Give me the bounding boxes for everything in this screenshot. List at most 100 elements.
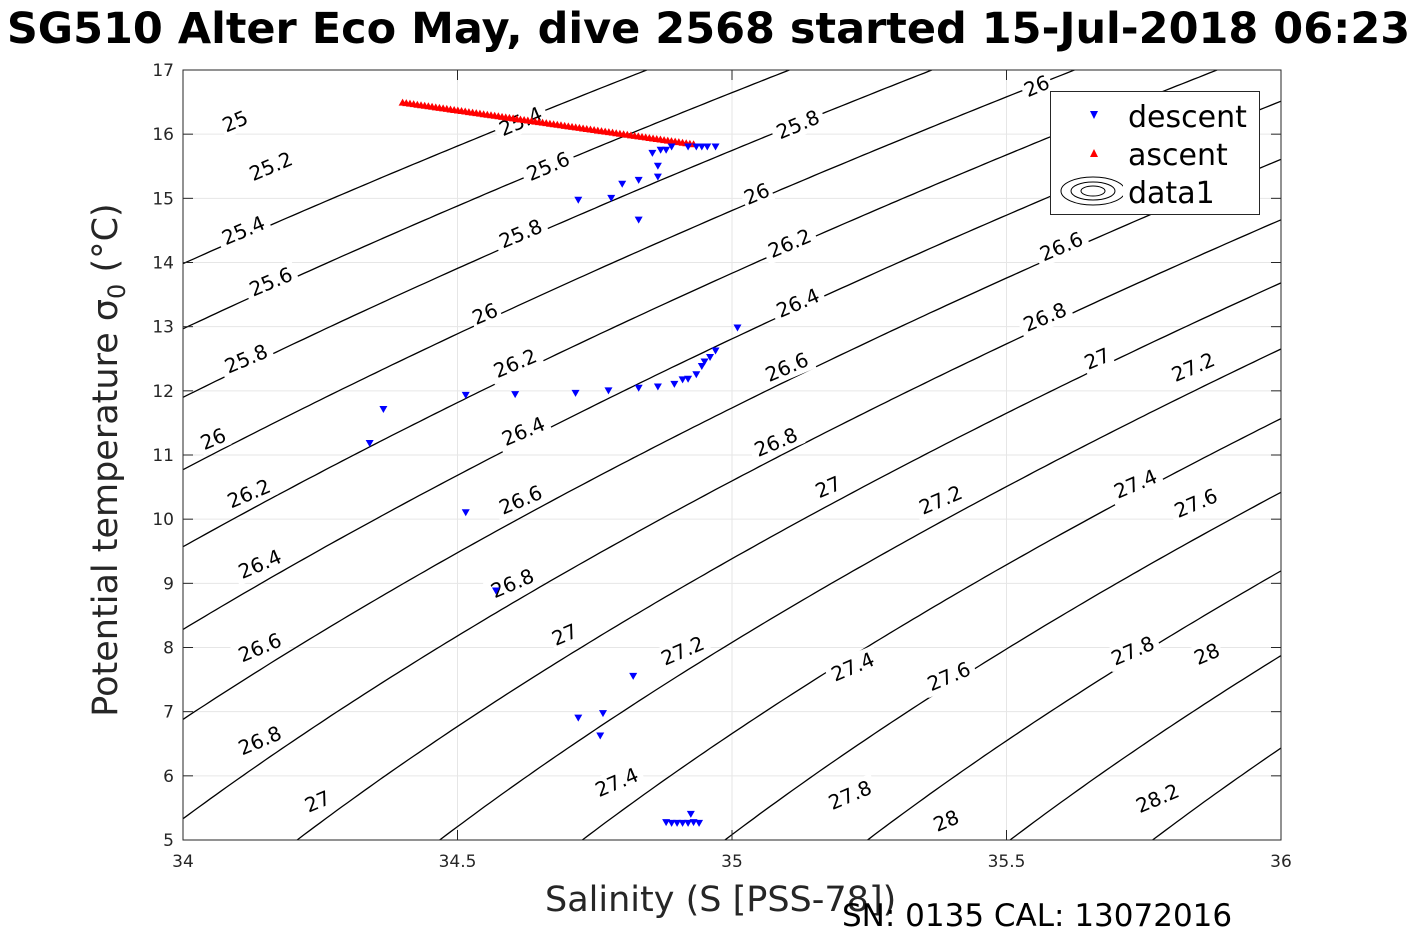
legend-item-descent: descent — [1051, 96, 1259, 135]
calibration-footer: SN: 0135 CAL: 13072016 — [842, 898, 1233, 934]
y-tick-label: 6 — [163, 767, 174, 787]
descent-point — [461, 391, 470, 399]
descent-point — [673, 819, 682, 827]
descent-point — [662, 146, 671, 154]
contour-label-bg — [546, 617, 584, 652]
data-points — [365, 98, 742, 827]
contour-label-bg — [482, 561, 542, 605]
isopycnal-line — [581, 418, 1281, 840]
contour-label-bg — [911, 478, 971, 522]
descent-point — [692, 143, 701, 151]
y-tick-label: 9 — [163, 574, 174, 594]
contour-label-bg — [1105, 462, 1166, 506]
contour-label: 25 — [216, 104, 254, 139]
contour-label-bg — [760, 221, 820, 265]
descent-point — [604, 387, 613, 395]
legend-item-ascent: ascent — [1051, 134, 1259, 173]
y-tick-label: 7 — [163, 703, 174, 723]
descent-point — [574, 196, 583, 204]
contour-label-bg — [1166, 481, 1226, 525]
descent-point — [634, 384, 643, 392]
descent-point — [711, 143, 720, 151]
descent-point — [662, 819, 671, 827]
descent-point — [656, 146, 665, 154]
legend: descent ascent data1 — [1050, 91, 1260, 215]
contour-label-bg — [216, 337, 276, 381]
axes: 34 34.5 35 35.5 36 5 6 7 8 9 10 11 12 13 14 15 16 17 — [152, 61, 1291, 872]
y-tick-label: 17 — [152, 61, 174, 81]
contour-label-bg — [1031, 224, 1091, 269]
ascent-marker-icon — [1090, 149, 1098, 157]
contour-label-bg — [1188, 637, 1226, 671]
contour-label-bg — [1103, 629, 1163, 673]
contour-label-bg — [216, 104, 254, 139]
descent-point — [697, 143, 706, 151]
contour-label-bg — [491, 478, 551, 522]
descent-point — [607, 194, 616, 202]
descent-point — [596, 732, 605, 740]
descent-point — [711, 347, 720, 355]
x-tick-label: 35 — [721, 852, 743, 872]
descent-point — [689, 819, 698, 827]
descent-point — [678, 376, 687, 384]
y-axis-label: Potential temperature σ0 (°C) — [86, 203, 131, 717]
contour-label-bg — [230, 718, 290, 763]
contour-label-bg — [1018, 69, 1056, 103]
contour-label-bg — [230, 542, 290, 586]
isopycnal-line — [183, 70, 792, 330]
contour-label-bg — [466, 296, 504, 331]
descent-point — [686, 810, 695, 818]
descent-point — [653, 173, 662, 181]
contour-label-bg — [213, 208, 273, 253]
y-tick-label: 14 — [152, 254, 174, 274]
contour-label-bg — [299, 784, 337, 819]
contour-label-bg — [768, 102, 828, 147]
contour-label: 26 — [466, 296, 504, 331]
contour-label-bg — [230, 625, 290, 670]
isopycnal-line — [183, 158, 1281, 720]
contour-label-bg — [587, 760, 647, 804]
descent-point — [634, 176, 643, 184]
descent-point — [571, 389, 580, 397]
contour-label-bg — [491, 212, 551, 256]
descent-point — [706, 353, 715, 361]
contour-label-bg — [485, 341, 545, 385]
descent-point — [365, 439, 374, 447]
descent-point — [670, 380, 679, 388]
contour-label-bg — [219, 471, 279, 516]
y-tick-label: 11 — [152, 446, 174, 466]
descent-point — [684, 819, 693, 827]
chart-title: SG510 Alter Eco May, dive 2568 started 1… — [6, 4, 1411, 54]
y-tick-label: 10 — [152, 510, 174, 530]
x-axis-label: Salinity (S [PSS-78]) — [545, 880, 897, 920]
contour-label-bg — [809, 470, 847, 504]
x-tick-label: 35.5 — [988, 852, 1026, 872]
descent-point — [574, 714, 583, 722]
x-tick-label: 34 — [172, 852, 194, 872]
x-tick-label: 34.5 — [439, 852, 477, 872]
descent-point — [667, 143, 676, 151]
descent-point — [684, 143, 693, 151]
contour-label-bg — [1127, 776, 1188, 820]
descent-point — [653, 383, 662, 391]
contour-label-bg — [823, 645, 883, 689]
density-contours — [183, 70, 1281, 840]
contour-label-bg — [820, 773, 880, 817]
contour-ellipse-icon — [1060, 176, 1123, 206]
contour-label-bg — [1015, 295, 1075, 339]
descent-point — [379, 405, 388, 413]
y-tick-label: 12 — [152, 382, 174, 402]
contour-label-bg — [518, 144, 578, 188]
descent-point — [598, 710, 607, 718]
legend-label-ascent: ascent — [1128, 138, 1228, 173]
descent-point — [461, 509, 470, 517]
legend-label-descent: descent — [1128, 100, 1247, 135]
contour-label-bg — [653, 629, 713, 673]
contour-label-bg — [1163, 345, 1223, 389]
isopycnal-line — [183, 70, 934, 398]
descent-point — [684, 375, 693, 383]
contour-label-bg — [757, 345, 817, 389]
contour-label-bg — [738, 176, 776, 211]
x-tick-label: 36 — [1270, 852, 1292, 872]
descent-point — [678, 819, 687, 827]
